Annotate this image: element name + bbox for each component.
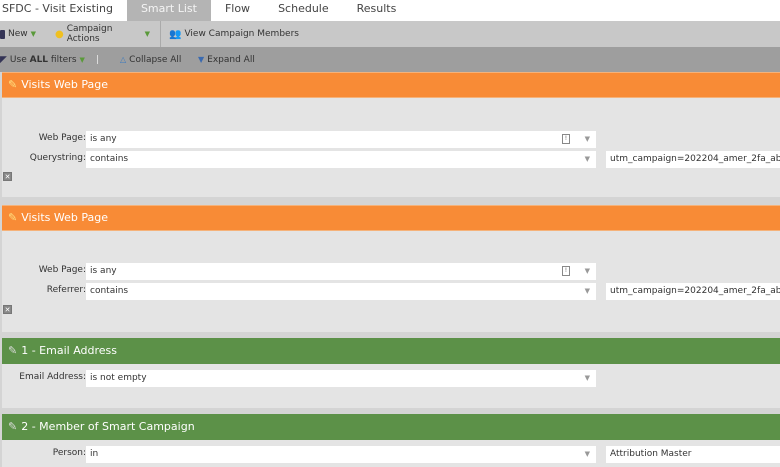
tab-smart-list[interactable]: Smart List: [126, 0, 211, 21]
picker-icon[interactable]: !: [562, 134, 570, 144]
filter-row: Web Page: is any! ▼: [2, 131, 780, 148]
tab-campaign-name[interactable]: SFDC - Visit Existing: [2, 2, 113, 15]
chevron-down-icon: ▼: [584, 267, 590, 275]
pencil-icon: ✎: [8, 78, 18, 91]
filter-row: Email Address: is not empty ▼: [2, 370, 780, 387]
new-icon: [0, 29, 5, 39]
pencil-icon: ✎: [8, 211, 18, 224]
collapse-icon: △: [120, 55, 127, 64]
filter-header[interactable]: ✎ Visits Web Page: [2, 72, 780, 98]
members-icon: 👥: [169, 28, 182, 40]
filter-row: Web Page: is any! ▼: [2, 263, 780, 280]
collapse-all-button[interactable]: △ Collapse All: [120, 54, 182, 65]
querystring-operator-select[interactable]: contains ▼: [86, 151, 596, 168]
filter-row: Person: in ▼ Attribution Master: [2, 446, 780, 463]
querystring-value-input[interactable]: utm_campaign=202204_amer_2fa_abm: [606, 151, 780, 168]
email-address-operator-select[interactable]: is not empty ▼: [86, 370, 596, 387]
chevron-down-icon: ▼: [30, 30, 37, 38]
delete-filter-icon[interactable]: ✕: [3, 172, 12, 181]
smart-campaign-field[interactable]: Attribution Master: [606, 446, 780, 463]
pencil-icon: ✎: [8, 420, 18, 433]
filter-row: Querystring: contains ▼ utm_campaign=2022…: [2, 151, 780, 168]
web-page-operator-select[interactable]: is any! ▼: [86, 263, 596, 280]
filter-header[interactable]: ✎ 2 - Member of Smart Campaign: [2, 414, 780, 440]
delete-filter-icon[interactable]: ✕: [3, 305, 12, 314]
pencil-icon: ✎: [8, 344, 18, 357]
chevron-down-icon: ▼: [584, 135, 590, 143]
person-operator-select[interactable]: in ▼: [86, 446, 596, 463]
web-page-operator-select[interactable]: is any! ▼: [86, 131, 596, 148]
referrer-value-input[interactable]: utm_campaign=202204_amer_2fa_abm: [606, 283, 780, 300]
filter-header[interactable]: ✎ Visits Web Page: [2, 205, 780, 231]
filter-member-of-smart-campaign: ✎ 2 - Member of Smart Campaign Person: in…: [2, 414, 780, 467]
filter-row: Referrer: contains ▼ utm_campaign=202204_…: [2, 283, 780, 300]
tab-bar: SFDC - Visit Existing Smart List Flow Sc…: [0, 0, 780, 21]
divider: |: [96, 54, 100, 65]
filter-visits-web-page: ✎ Visits Web Page Web Page: is any! ▼ Refe…: [2, 205, 780, 332]
filter-icon: ◤: [0, 54, 7, 65]
tab-results[interactable]: Results: [356, 2, 397, 15]
filter-header[interactable]: ✎ 1 - Email Address: [2, 338, 780, 364]
chevron-down-icon: ▼: [79, 55, 85, 64]
chevron-down-icon: ▼: [144, 30, 150, 38]
filter-email-address: ✎ 1 - Email Address Email Address: is not…: [2, 338, 780, 408]
filter-options-bar: ◤ Use ALL filters ▼ | △ Collapse All ▼ Exp…: [0, 47, 780, 72]
tab-flow[interactable]: Flow: [224, 2, 251, 15]
referrer-operator-select[interactable]: contains ▼: [86, 283, 596, 300]
toolbar: New ▼ ● Campaign Actions ▼ 👥 View Campaign…: [0, 21, 780, 47]
chevron-down-icon: ▼: [584, 155, 590, 163]
chevron-down-icon: ▼: [584, 374, 590, 382]
lightbulb-icon: ●: [55, 28, 64, 40]
chevron-down-icon: ▼: [584, 450, 590, 458]
filter-visits-web-page: ✎ Visits Web Page Web Page: is any! ▼ Quer…: [2, 72, 780, 197]
chevron-down-icon: ▼: [584, 287, 590, 295]
view-campaign-members-button[interactable]: 👥 View Campaign Members: [169, 28, 299, 40]
campaign-actions-button[interactable]: ● Campaign Actions ▼: [55, 24, 150, 44]
expand-icon: ▼: [198, 55, 205, 64]
use-all-filters-dropdown[interactable]: ◤ Use ALL filters ▼: [0, 54, 85, 65]
new-button[interactable]: New ▼: [0, 21, 55, 47]
expand-all-button[interactable]: ▼ Expand All: [198, 54, 255, 65]
tab-schedule[interactable]: Schedule: [278, 2, 329, 15]
divider: [160, 21, 161, 47]
picker-icon[interactable]: !: [562, 266, 570, 276]
